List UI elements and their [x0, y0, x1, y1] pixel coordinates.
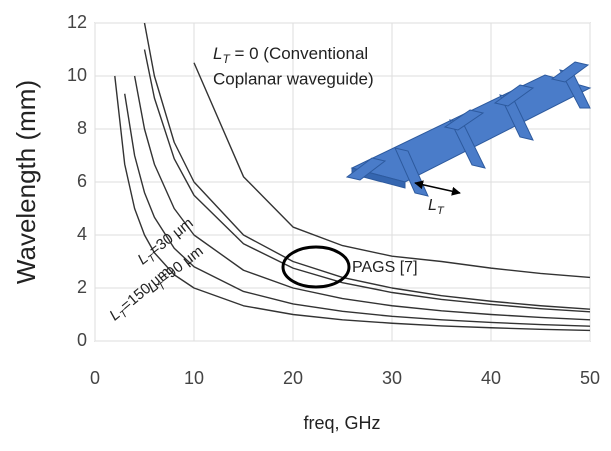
x-tick-label: 10	[184, 368, 204, 388]
annotation: LT = 0 (Conventional	[213, 44, 368, 66]
label-text: PAGS [7]	[352, 259, 418, 276]
x-tick-label: 50	[580, 368, 600, 388]
x-tick-label: 20	[283, 368, 303, 388]
annotation: Coplanar waveguide)	[213, 69, 374, 88]
y-tick-label: 4	[77, 224, 87, 244]
pags-circle	[281, 245, 351, 289]
curve	[143, 22, 591, 310]
annotation: LT	[428, 197, 445, 217]
y-tick-label: 0	[77, 330, 87, 350]
x-tick-label: 0	[90, 368, 100, 388]
x-tick-label: 40	[481, 368, 501, 388]
curve	[124, 93, 591, 327]
curve	[193, 62, 591, 279]
y-tick-label: 6	[77, 171, 87, 191]
curve	[143, 49, 591, 313]
curve	[114, 75, 591, 332]
label-base: L	[428, 197, 437, 214]
label-base: L	[213, 44, 222, 63]
label-sub: T	[437, 205, 445, 217]
label-sub: T	[222, 52, 230, 66]
x-tick-label: 30	[382, 368, 402, 388]
y-tick-label: 10	[67, 65, 87, 85]
y-axis-label: Wavelength (mm)	[11, 80, 41, 284]
label-text: = 0 (Conventional	[230, 44, 368, 63]
annotation: PAGS [7]	[352, 259, 418, 276]
x-axis-label: freq, GHz	[303, 413, 380, 433]
lt-arrow	[414, 180, 461, 196]
y-tick-label: 12	[67, 12, 87, 32]
curve	[133, 75, 591, 321]
y-tick-label: 8	[77, 118, 87, 138]
y-tick-label: 2	[77, 277, 87, 297]
waveguide-inset	[345, 61, 592, 197]
annotation: LT=150 μm	[106, 264, 175, 327]
